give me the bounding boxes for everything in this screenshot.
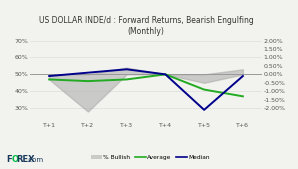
Line: Median: Median — [49, 69, 243, 110]
Median — [241, 75, 245, 77]
Average — [47, 78, 51, 80]
Average — [164, 73, 167, 75]
Average — [202, 89, 206, 91]
Average — [125, 78, 128, 80]
Text: F: F — [6, 155, 12, 164]
Text: .com: .com — [26, 157, 43, 163]
Median — [164, 73, 167, 75]
Text: O: O — [11, 155, 18, 164]
Average — [241, 95, 245, 97]
Text: REX: REX — [17, 155, 35, 164]
Median — [202, 109, 206, 111]
Title: US DOLLAR INDE/d : Forward Returns, Bearish Engulfing
(Monthly): US DOLLAR INDE/d : Forward Returns, Bear… — [39, 16, 253, 36]
Line: Average: Average — [49, 74, 243, 96]
Median — [125, 68, 128, 70]
Average — [86, 80, 90, 82]
Legend: % Bullish, Average, Median: % Bullish, Average, Median — [89, 153, 212, 163]
Median — [86, 72, 90, 74]
Median — [47, 75, 51, 77]
